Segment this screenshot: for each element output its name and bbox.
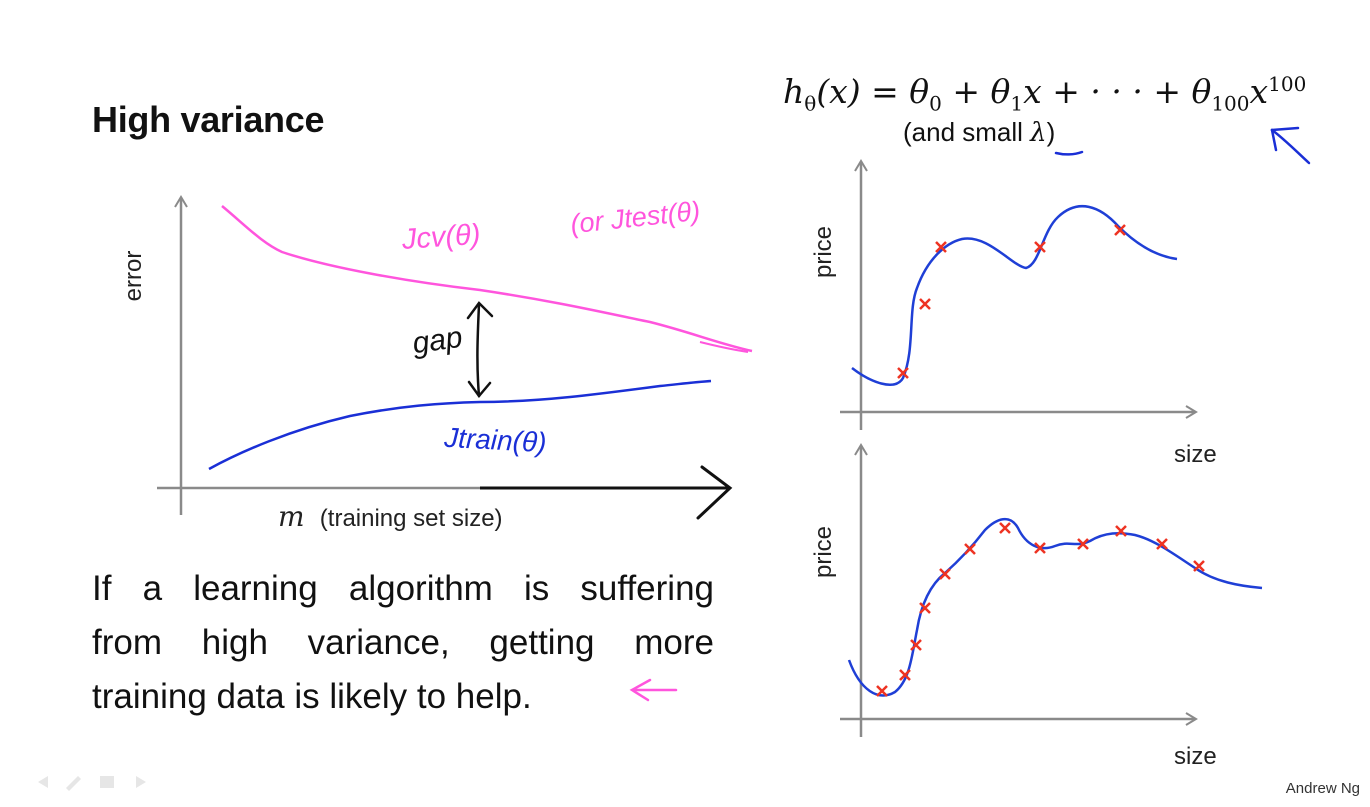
m-axis-arrowhead [696,465,733,520]
jtest-label: (or Jtest(θ) [569,196,702,239]
back-icon [38,776,48,788]
formula-exponent: 100 [1268,72,1307,96]
lambda-underline [1054,150,1084,156]
player-controls [38,776,146,791]
lambda-note: (and small λ) [903,117,1055,148]
formula-h: h [783,72,805,111]
price-size-plot-bottom: price size [810,443,1263,770]
bottom-size-label: size [1174,743,1217,770]
data-point [964,543,976,555]
data-point [999,522,1011,534]
data-point [939,568,951,580]
footer-author: Andrew Ng [1285,780,1360,797]
top-size-label: size [1174,441,1217,468]
m-axis-label: m (training set size) [278,500,503,533]
bottom-fit-curve [847,518,1263,697]
formula-x: x [1249,72,1269,111]
formula-theta100-sub: 100 [1211,91,1250,116]
learning-curve: error m (training set size) gap Jcv(θ) (… [120,195,753,533]
data-point [1156,538,1168,550]
lambda-note-suffix: ) [1046,117,1056,147]
top-price-label: price [810,226,837,278]
page-icon [100,776,114,788]
data-point [935,241,947,253]
data-point [919,298,931,310]
data-point [910,639,922,651]
data-point [876,685,888,697]
formula-lhs: (x) = θ [816,72,930,111]
data-point [899,669,911,681]
bottom-price-label: price [810,526,837,578]
jcv-label: Jcv(θ) [400,219,482,256]
formula-h-sub: θ [804,91,817,116]
lambda-symbol: λ [1030,118,1047,148]
error-axis-label: error [120,251,147,302]
data-point [1034,241,1046,253]
gap-label: gap [410,321,464,361]
lambda-note-prefix: (and small [903,117,1031,147]
jtrain-curve [208,379,712,471]
m-axis-description: (training set size) [320,505,503,532]
hypothesis-formula: hθ(x) = θ0 + θ1x + · · · + θ100x100 [783,72,1306,116]
formula-annotation-arrow [1270,126,1311,165]
gap-arrow [466,301,494,399]
body-text: If a learning algorithm is suffering fro… [92,562,714,724]
data-point [1115,525,1127,537]
jcv-curve-tail [699,341,749,353]
jtrain-label: Jtrain(θ) [443,422,548,458]
body-line-3: training data is likely to help. [92,677,532,716]
jcv-curve [221,205,753,353]
pen-icon [66,776,81,791]
top-data-points [897,224,1126,379]
data-point [1114,224,1126,236]
body-line-1: If a learning algorithm is suffering [92,569,714,608]
data-point [897,367,909,379]
data-point [1034,542,1046,554]
data-point [1193,560,1205,572]
slide-title: High variance [92,99,325,140]
formula-theta0-sub: 0 [929,91,942,116]
body-line-2: from high variance, getting more [92,623,714,662]
bottom-data-points [876,522,1205,697]
body-annotation-arrow [629,678,678,702]
data-point [1077,538,1089,550]
price-size-plot-top: price size [810,159,1217,468]
formula-plus1: + θ [941,72,1011,111]
top-overfit-curve [851,205,1178,386]
formula-theta1-sub: 1 [1010,91,1024,116]
formula-mid: x + · · · + θ [1023,72,1212,111]
m-variable: m [278,500,305,533]
data-point [919,602,931,614]
forward-icon [136,776,146,788]
